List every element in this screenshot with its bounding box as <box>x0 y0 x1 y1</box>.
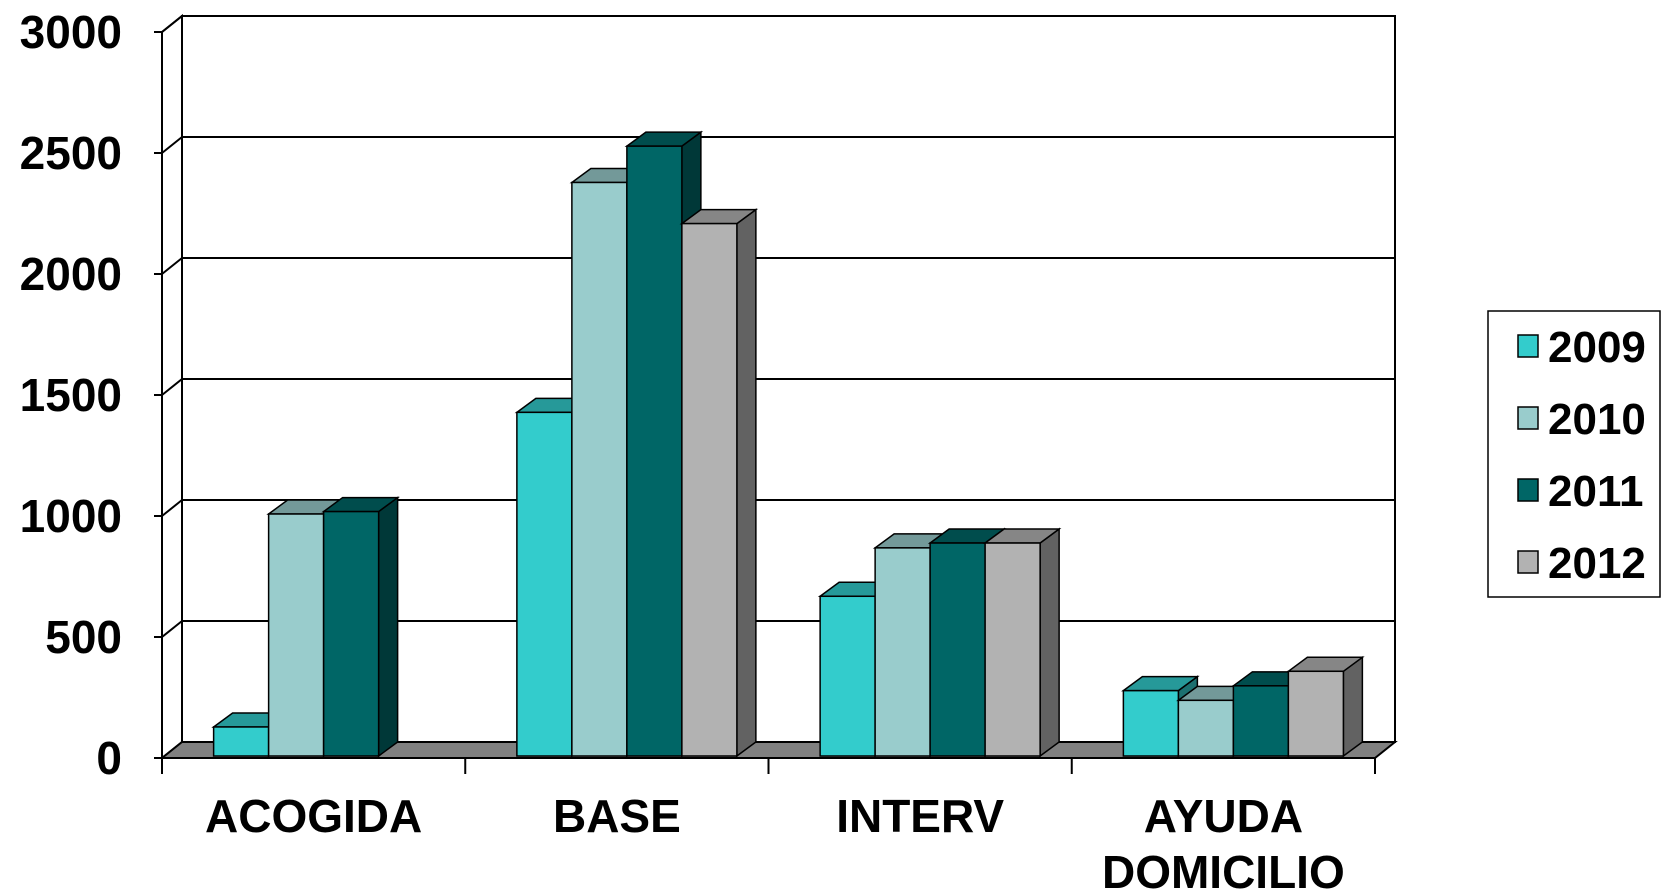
gridline-side <box>161 136 183 154</box>
bar-front <box>984 542 1041 757</box>
bar-side <box>377 496 399 758</box>
gridline-side <box>161 620 183 638</box>
bar-front <box>322 510 380 757</box>
bar-front <box>1122 689 1180 757</box>
bar-front <box>212 726 270 757</box>
gridline-side <box>161 15 183 33</box>
y-tick-label: 3000 <box>20 6 122 58</box>
y-tick-label: 2500 <box>20 127 122 179</box>
x-tick-label: AYUDA <box>1144 790 1303 842</box>
y-tick-label: 0 <box>96 732 122 784</box>
y-axis: 0 500 1000 1500 2000 2500 3000 <box>20 6 163 784</box>
y-tick-label: 500 <box>45 611 122 663</box>
bar-side <box>1342 655 1364 758</box>
bar-front <box>929 542 986 757</box>
bar-side <box>736 208 757 758</box>
bar <box>982 527 1062 758</box>
bar-front <box>267 513 325 757</box>
bars <box>211 130 1365 758</box>
legend-label: 2011 <box>1548 467 1643 516</box>
bar <box>679 208 759 758</box>
legend-box <box>1487 310 1661 598</box>
bar-side <box>1039 527 1060 758</box>
legend-swatch <box>1517 478 1539 502</box>
legend-swatch <box>1517 406 1539 430</box>
bar-front <box>1287 670 1345 757</box>
legend-label: 2010 <box>1548 395 1646 444</box>
x-tick-label: INTERV <box>836 790 1004 842</box>
bar-front <box>1232 685 1290 757</box>
legend-label: 2009 <box>1548 323 1646 372</box>
bar-front <box>516 411 573 757</box>
x-tick-label: ACOGIDA <box>205 790 422 842</box>
x-tick-label: DOMICILIO <box>1102 846 1345 892</box>
bar-front <box>1177 699 1235 757</box>
y-tick-label: 2000 <box>20 248 122 300</box>
bar-front <box>819 595 876 757</box>
x-tick-label: BASE <box>553 790 681 842</box>
legend-swatch <box>1517 550 1539 574</box>
bar-front <box>681 222 738 757</box>
bar-front <box>626 145 683 757</box>
gridline-side <box>161 378 183 396</box>
bar <box>321 496 400 758</box>
bar-front <box>874 547 931 757</box>
gridline-side <box>161 257 183 275</box>
bar-front <box>571 181 628 757</box>
legend-swatch <box>1517 334 1539 358</box>
bar <box>1286 655 1365 758</box>
gridline-side <box>161 499 183 517</box>
legend-label: 2012 <box>1548 539 1646 588</box>
y-tick-label: 1500 <box>20 369 122 421</box>
y-tick-label: 1000 <box>20 490 122 542</box>
legend: 2009 2010 2011 2012 <box>1487 310 1661 598</box>
